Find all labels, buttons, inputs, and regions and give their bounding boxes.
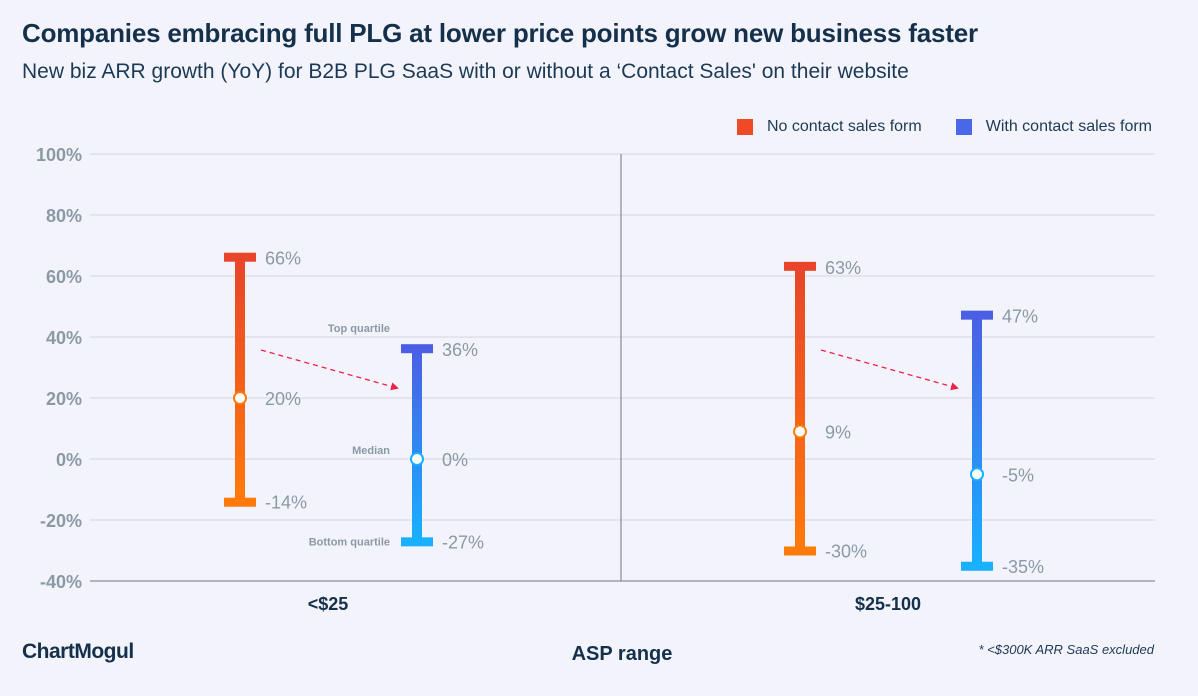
bottom-quartile-label: -30% xyxy=(825,542,867,562)
chart-title: Companies embracing full PLG at lower pr… xyxy=(22,18,978,48)
grid xyxy=(90,153,1155,582)
bottom-quartile-cap xyxy=(784,546,816,556)
annotation-top-quartile: Top quartile xyxy=(328,323,390,335)
legend-item-with-contact: With contact sales form xyxy=(955,118,1152,136)
y-axis: 100% 80% 60% 40% 20% 0% -20% -40% xyxy=(36,145,82,592)
y-tick-label: 100% xyxy=(36,145,82,165)
legend-swatch-blue xyxy=(955,119,972,135)
y-tick-label: -40% xyxy=(40,572,82,592)
trend-arrow xyxy=(820,349,959,391)
median-label: 0% xyxy=(442,450,468,470)
median-label: 20% xyxy=(265,389,301,409)
trend-arrows xyxy=(260,349,959,391)
y-tick-label: 60% xyxy=(46,267,82,287)
legend-item-no-contact: No contact sales form xyxy=(736,118,922,136)
bottom-quartile-label: -27% xyxy=(442,532,484,552)
top-quartile-cap xyxy=(401,344,433,354)
x-category-label: <$25 xyxy=(308,594,349,614)
top-quartile-label: 47% xyxy=(1002,307,1038,327)
bottom-quartile-cap xyxy=(401,537,433,547)
legend-swatch-orange xyxy=(736,119,753,135)
x-category-label: $25-100 xyxy=(855,594,921,614)
median-marker xyxy=(233,391,247,405)
top-quartile-cap xyxy=(784,261,816,271)
top-quartile-label: 36% xyxy=(442,340,478,360)
range-bar-stem xyxy=(235,257,245,502)
x-axis: <$25 $25-100 xyxy=(308,594,921,614)
chartmogul-logo: ChartMogul xyxy=(22,640,134,663)
median-marker xyxy=(410,452,424,466)
range-bar xyxy=(961,310,993,571)
annotation-median: Median xyxy=(352,445,390,457)
y-tick-label: 0% xyxy=(56,450,82,470)
range-bar xyxy=(784,261,816,556)
median-label: -5% xyxy=(1002,465,1034,485)
range-bar xyxy=(224,252,256,507)
footnote: * <$300K ARR SaaS excluded xyxy=(978,642,1155,657)
bottom-quartile-label: -35% xyxy=(1002,557,1044,577)
y-tick-label: 40% xyxy=(46,328,82,348)
bottom-quartile-cap xyxy=(224,497,256,507)
range-bar-stem xyxy=(972,315,982,566)
y-tick-label: 20% xyxy=(46,389,82,409)
y-tick-label: -20% xyxy=(40,511,82,531)
x-axis-title: ASP range xyxy=(571,643,673,665)
annotation-bottom-quartile: Bottom quartile xyxy=(309,536,390,548)
range-bar-stem xyxy=(795,266,805,551)
range-bars xyxy=(224,252,993,571)
data-labels: 66% 20% -14% 36% 0% -27% 63% 9% -30% 47% -5% -35% To… xyxy=(265,249,1044,577)
top-quartile-label: 66% xyxy=(265,249,301,269)
median-marker xyxy=(970,467,984,482)
chart-subtitle: New biz ARR growth (YoY) for B2B PLG Saa… xyxy=(22,60,909,83)
top-quartile-cap xyxy=(224,252,256,262)
trend-arrow xyxy=(260,349,399,391)
legend: No contact sales form With contact sales… xyxy=(736,118,1152,136)
median-marker xyxy=(793,424,807,439)
y-tick-label: 80% xyxy=(46,206,82,226)
top-quartile-cap xyxy=(961,310,993,320)
bottom-quartile-cap xyxy=(961,561,993,571)
legend-label: No contact sales form xyxy=(766,118,922,135)
range-bar xyxy=(401,344,433,547)
median-label: 9% xyxy=(825,423,851,443)
legend-label: With contact sales form xyxy=(985,118,1152,135)
top-quartile-label: 63% xyxy=(825,258,861,278)
bottom-quartile-label: -14% xyxy=(265,493,307,513)
range-bar-stem xyxy=(412,349,422,542)
